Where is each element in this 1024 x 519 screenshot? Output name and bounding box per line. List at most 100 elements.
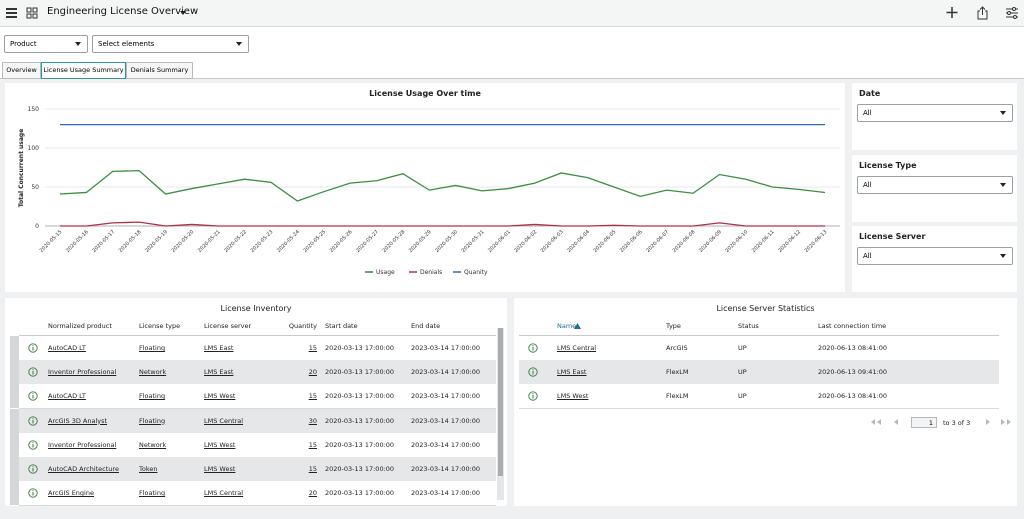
- x-tick-label: 2020-05-20: [171, 229, 196, 254]
- table-cell[interactable]: Floating: [139, 489, 165, 497]
- table-cell[interactable]: 15: [309, 344, 317, 352]
- info-icon[interactable]: [28, 440, 38, 450]
- table-cell[interactable]: LMS Central: [204, 417, 243, 425]
- table-cell[interactable]: 15: [309, 392, 317, 400]
- x-tick-label: 2020-06-01: [487, 229, 512, 254]
- tab[interactable]: Denials Summary: [126, 62, 193, 79]
- table-cell[interactable]: ArcGIS 3D Analyst: [48, 417, 107, 425]
- table-cell[interactable]: Network: [139, 441, 166, 449]
- table-cell[interactable]: Inventor Professional: [48, 368, 116, 376]
- title-caret[interactable]: [180, 11, 186, 15]
- column-header[interactable]: License server: [204, 322, 251, 330]
- column-header[interactable]: Last connection time: [818, 322, 886, 330]
- table-cell[interactable]: AutoCAD Architecture: [48, 465, 119, 473]
- column-header[interactable]: Start date: [325, 322, 358, 330]
- sort-arrow[interactable]: [574, 323, 581, 329]
- filter-select[interactable]: All: [857, 176, 1013, 194]
- info-icon[interactable]: [28, 367, 38, 377]
- table-cell[interactable]: LMS West: [204, 392, 235, 400]
- table-cell: 2023-03-14 17:00:00: [411, 489, 480, 497]
- page-input[interactable]: 1: [911, 417, 937, 428]
- table-cell[interactable]: 30: [309, 417, 317, 425]
- table-cell[interactable]: ArcGIS Engine: [48, 489, 94, 497]
- toolbar-icons[interactable]: [944, 5, 1020, 21]
- table-cell: 2020-03-13 17:00:00: [325, 441, 394, 449]
- table-cell[interactable]: LMS East: [204, 344, 233, 352]
- table-cell[interactable]: LMS Central: [557, 344, 596, 352]
- filter-panel: Date All: [852, 83, 1017, 150]
- info-icon[interactable]: [28, 464, 38, 474]
- table-cell[interactable]: LMS East: [204, 368, 233, 376]
- product-filter[interactable]: Product: [4, 35, 88, 53]
- table-cell[interactable]: LMS East: [557, 368, 586, 376]
- table-cell[interactable]: Inventor Professional: [48, 441, 116, 449]
- table-cell[interactable]: 15: [309, 465, 317, 473]
- table-cell[interactable]: 15: [309, 441, 317, 449]
- column-header[interactable]: End date: [411, 322, 440, 330]
- table-cell[interactable]: LMS West: [204, 441, 235, 449]
- info-icon[interactable]: [28, 488, 38, 498]
- table-cell[interactable]: LMS West: [204, 465, 235, 473]
- filter-select[interactable]: All: [857, 104, 1013, 122]
- table-cell: 2023-03-14 17:00:00: [411, 344, 480, 352]
- column-header[interactable]: Type: [666, 322, 681, 330]
- table-cell[interactable]: LMS Central: [204, 489, 243, 497]
- table-cell: 2020-03-13 17:00:00: [325, 392, 394, 400]
- table-cell[interactable]: 20: [309, 489, 317, 497]
- table-cell[interactable]: Floating: [139, 417, 165, 425]
- column-header[interactable]: Quantity: [289, 322, 317, 330]
- legend-label: Denials: [420, 269, 442, 276]
- column-header[interactable]: Status: [738, 322, 759, 330]
- menu-icons[interactable]: [6, 7, 46, 20]
- row-gutter: [10, 336, 19, 360]
- filter-value: All: [863, 252, 872, 260]
- x-tick-label: 2020-05-28: [382, 229, 407, 254]
- table-cell: 2023-03-14 17:00:00: [411, 465, 480, 473]
- table-row: [519, 384, 999, 409]
- table-cell[interactable]: 20: [309, 368, 317, 376]
- elements-filter[interactable]: Select elements: [92, 35, 249, 53]
- table-cell[interactable]: LMS West: [557, 392, 588, 400]
- table-cell: UP: [738, 368, 747, 376]
- filter-title: License Type: [859, 161, 917, 170]
- column-header[interactable]: Normalized product: [48, 322, 112, 330]
- x-tick-label: 2020-05-30: [434, 229, 459, 254]
- tab[interactable]: Overview: [2, 62, 41, 79]
- table-cell[interactable]: Token: [139, 465, 158, 473]
- table-cell: 2020-06-13 08:41:00: [818, 392, 887, 400]
- x-tick-label: 2020-06-02: [513, 229, 538, 254]
- x-tick-label: 2020-05-31: [461, 229, 486, 254]
- tab-active[interactable]: License Usage Summary: [41, 62, 126, 79]
- x-tick-label: 2020-06-13: [804, 229, 829, 254]
- info-icon[interactable]: [528, 343, 538, 353]
- table-cell: 2023-03-14 17:00:00: [411, 368, 480, 376]
- row-gutter: [10, 433, 19, 457]
- filter-label: Select elements: [98, 40, 154, 48]
- page-title[interactable]: Engineering License Overview: [47, 6, 198, 17]
- x-tick-label: 2020-06-06: [619, 229, 644, 254]
- filter-title: Date: [859, 89, 880, 98]
- info-icon[interactable]: [28, 343, 38, 353]
- table-cell[interactable]: AutoCAD LT: [48, 344, 86, 352]
- y-tick-label: 50: [31, 184, 39, 191]
- y-tick-label: 0: [35, 223, 39, 230]
- x-tick-label: 2020-05-29: [408, 229, 433, 254]
- info-icon[interactable]: [528, 367, 538, 377]
- table-cell: 2020-03-13 17:00:00: [325, 344, 394, 352]
- info-icon[interactable]: [528, 391, 538, 401]
- filter-select[interactable]: All: [857, 247, 1013, 265]
- table-cell[interactable]: Floating: [139, 392, 165, 400]
- table-cell[interactable]: Floating: [139, 344, 165, 352]
- table-cell: 2020-06-13 08:41:00: [818, 344, 887, 352]
- table-cell[interactable]: Network: [139, 368, 166, 376]
- info-icon[interactable]: [28, 391, 38, 401]
- column-header[interactable]: License type: [139, 322, 180, 330]
- table-cell[interactable]: AutoCAD LT: [48, 392, 86, 400]
- chart-title: License Usage Over time: [369, 89, 481, 98]
- pager-arrows[interactable]: [514, 413, 1017, 433]
- filter-value: All: [863, 181, 872, 189]
- scroll-thumb[interactable]: [498, 328, 503, 476]
- chart-panel: License Usage Over timeTotal Concurrent …: [5, 83, 845, 292]
- info-icon[interactable]: [28, 416, 38, 426]
